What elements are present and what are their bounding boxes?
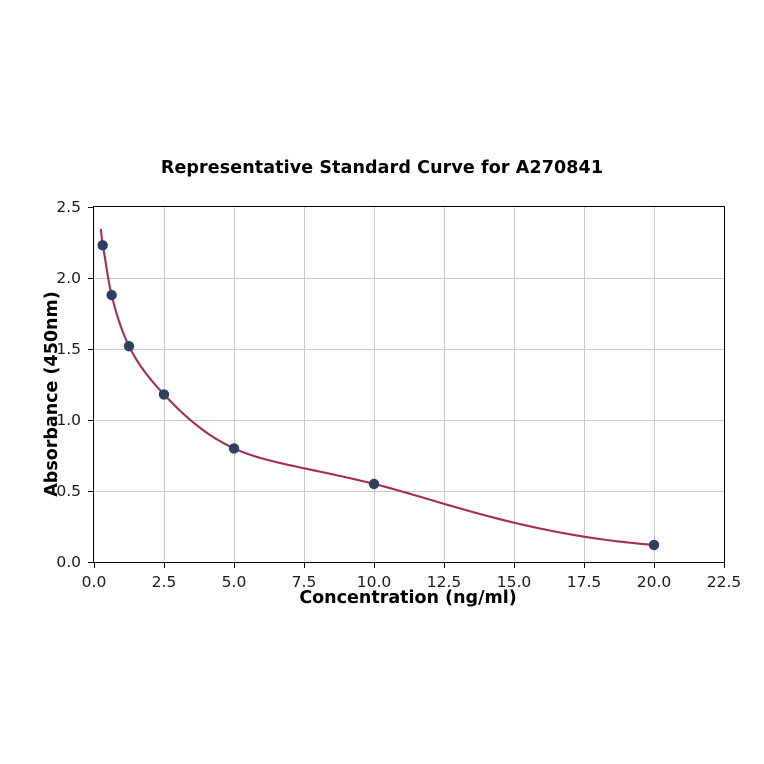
y-tick-mark	[88, 420, 93, 421]
x-tick-label: 17.5	[566, 573, 602, 591]
gridline-vertical	[304, 207, 305, 562]
data-point	[106, 289, 117, 301]
x-tick-mark	[444, 563, 445, 568]
y-tick-label: 1.5	[56, 340, 81, 358]
y-tick-label: 1.0	[56, 411, 81, 429]
gridline-horizontal	[94, 278, 724, 279]
y-tick-label: 2.0	[56, 269, 81, 287]
x-tick-mark	[654, 563, 655, 568]
gridline-vertical	[164, 207, 165, 562]
y-tick-label: 2.5	[56, 198, 81, 216]
data-point	[228, 443, 240, 454]
x-tick-label: 10.0	[356, 573, 392, 591]
x-tick-label: 22.5	[706, 573, 742, 591]
x-tick-label: 12.5	[426, 573, 462, 591]
gridline-vertical	[514, 207, 515, 562]
fit-curve	[99, 228, 656, 547]
data-point	[158, 389, 170, 400]
y-tick-mark	[88, 278, 93, 279]
x-tick-mark	[724, 563, 725, 568]
x-tick-mark	[304, 563, 305, 568]
y-tick-label: 0.0	[56, 553, 81, 571]
x-axis-label: Concentration (ng/ml)	[299, 588, 517, 608]
x-tick-label: 20.0	[636, 573, 672, 591]
y-tick-mark	[88, 207, 93, 208]
x-tick-mark	[94, 563, 95, 568]
x-tick-mark	[584, 563, 585, 568]
gridline-horizontal	[94, 420, 724, 421]
x-tick-mark	[234, 563, 235, 568]
x-tick-label: 7.5	[291, 573, 317, 591]
gridline-horizontal	[94, 491, 724, 492]
x-tick-label: 2.5	[151, 573, 177, 591]
gridline-vertical	[584, 207, 585, 562]
y-axis-label: Absorbance (450nm)	[42, 291, 62, 497]
gridline-vertical	[374, 207, 375, 562]
x-tick-mark	[164, 563, 165, 568]
data-point	[97, 240, 108, 251]
data-point	[123, 340, 135, 352]
plot-area: 0.0 2.5 5.0 7.5 10.0 12.5 15.0 17.5 20.0 22.5 0.0…	[56, 198, 741, 591]
y-tick-mark	[88, 562, 93, 563]
gridline-vertical	[654, 207, 655, 562]
gridline-vertical	[444, 207, 445, 562]
data-point	[368, 478, 380, 490]
x-tick-mark	[514, 563, 515, 568]
y-tick-mark	[88, 491, 93, 492]
x-tick-label: 0.0	[81, 573, 107, 591]
data-points	[97, 240, 660, 551]
x-tick-label: 5.0	[221, 573, 247, 591]
y-tick-label: 0.5	[56, 482, 81, 500]
gridline-horizontal	[94, 349, 724, 350]
y-tick-mark	[88, 349, 93, 350]
x-tick-label: 15.0	[496, 573, 532, 591]
data-point	[648, 539, 660, 551]
chart-title: Representative Standard Curve for A27084…	[160, 158, 604, 178]
x-tick-mark	[374, 563, 375, 568]
gridline-vertical	[234, 207, 235, 562]
